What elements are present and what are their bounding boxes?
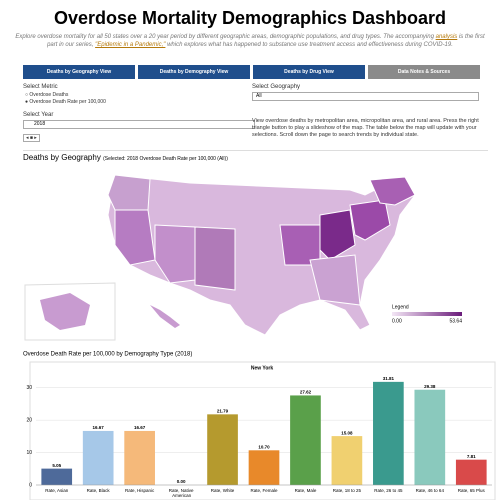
label: Select Metric [23,84,58,90]
tab[interactable]: Deaths by Demography View [138,65,250,79]
dashboard-title: Overdose Mortality Demographics Dashboar… [53,8,447,28]
intro-text: which explores what has happened to subs… [165,42,453,48]
dropdown[interactable]: 2018 [23,120,255,129]
value-label: 15.08 [341,430,353,435]
link[interactable]: "Epidemic in a Pandemic," [95,42,166,48]
region [154,224,196,284]
bar [41,468,73,485]
radio-option[interactable]: ● Overdose Death Rate per 100,000 [25,99,106,105]
intro-text: Explore overdose mortality for all 50 st… [15,34,436,40]
value-label: 10.70 [258,444,270,449]
x-tick-label: Rate, Hispanic [125,488,155,493]
link[interactable]: analysis [435,34,458,40]
value-label: 31.81 [383,376,395,381]
legend-max: 53.64 [449,318,462,324]
label: Select Geography [252,84,301,90]
bar [331,436,363,485]
bar [373,381,404,485]
playback-controls[interactable]: ◂ ■ ▸ [23,134,40,142]
x-tick-label: Rate, White [211,488,235,493]
dropdown[interactable]: All [252,92,479,101]
value-label: 16.67 [134,425,146,430]
value-label: 16.67 [93,425,105,430]
region [279,224,321,266]
value-label: 29.38 [424,384,436,389]
y-tick-label: 20 [26,417,32,423]
map-subtitle: (Selected: 2018 Overdose Death Rate per … [103,156,228,162]
x-tick-label: Rate, 65 Plus [458,488,486,493]
map-title: Deaths by Geography (Selected: 2018 Over… [23,153,228,162]
intro: Explore overdose mortality for all 50 st… [10,33,490,49]
bar [290,395,321,485]
x-tick-label: Rate, Female [250,488,278,493]
legend-title: Legend [392,304,409,310]
tab[interactable]: Data Notes & Sources [368,65,480,79]
bar [82,430,114,485]
region [194,226,236,291]
intro-text: is the first part in our series, [47,34,485,48]
inset-frame [24,282,116,341]
value-label: 27.62 [300,390,312,395]
y-tick-label: 30 [26,385,32,391]
y-tick-label: 0 [29,482,32,488]
y-tick-label: 10 [26,450,32,456]
value-label: 5.05 [52,463,61,468]
label: Select Year [23,112,54,118]
chart-frame [29,361,496,500]
x-tick-label: Rate, 18 to 25 [333,488,362,493]
value-label: 0.00 [177,479,186,484]
region [114,209,156,266]
map-title-text: Deaths by Geography [23,153,101,162]
region [107,174,151,211]
hawaii [150,305,180,328]
region [369,176,416,206]
bar [414,389,446,485]
x-tick-label: Rate, 46 to 64 [416,488,445,493]
x-tick-label: Rate, Native American [169,488,194,498]
x-tick-label: Rate, Male [295,488,317,493]
alaska [40,293,90,330]
x-tick-label: Rate, Black [87,488,111,493]
map: Legend 0.00 53.64 [24,174,462,341]
radio-option[interactable]: ○ Overdose Deaths [25,92,69,98]
bar [207,414,238,485]
x-tick-label: Rate, Asian [45,488,69,493]
description: View overdose deaths by metropolitan are… [252,118,479,138]
value-label: 7.81 [467,454,476,459]
chart-title: Overdose Death Rate per 100,000 by Demog… [23,352,192,358]
legend-gradient [392,312,462,316]
x-tick-label: Rate, 26 to 45 [374,488,403,493]
bar [124,430,155,485]
tab[interactable]: Deaths by Geography View [23,65,135,79]
region [309,254,361,306]
chart-subtitle: New York [251,365,274,371]
tab[interactable]: Deaths by Drug View [253,65,365,79]
value-label: 21.79 [217,409,229,414]
region [319,209,356,261]
bar [455,459,487,485]
option-text: Overdose Death Rate per 100,000 [29,99,106,105]
bar [248,450,280,485]
option-text: Overdose Deaths [29,92,69,98]
legend-min: 0.00 [392,318,402,324]
bar-chart: Overdose Death Rate per 100,000 by Demog… [23,352,496,500]
